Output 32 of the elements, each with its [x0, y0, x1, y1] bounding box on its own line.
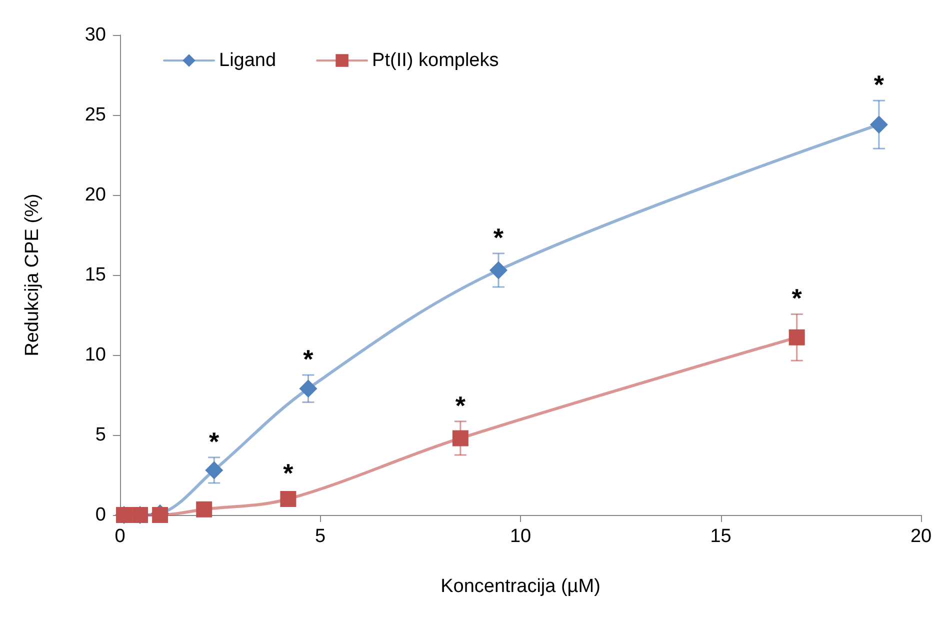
x-tick-label: 15 — [710, 526, 732, 547]
y-tick-label: 0 — [95, 504, 106, 526]
legend-label: Ligand — [219, 50, 276, 71]
y-tick-label: 15 — [84, 264, 106, 286]
point — [870, 116, 888, 134]
point — [452, 430, 468, 446]
point — [788, 329, 805, 346]
legend-label: Pt(II) kompleks — [372, 50, 499, 71]
annotation: * — [792, 283, 803, 314]
point — [152, 507, 168, 523]
y-axis-title: Redukcija CPE (%) — [22, 194, 43, 356]
point — [489, 261, 508, 280]
x-axis-title: Koncentracija (µM) — [440, 576, 600, 597]
annotation: * — [874, 70, 885, 100]
point — [196, 501, 212, 518]
y-tick-label: 30 — [84, 24, 106, 46]
y-tick-label: 5 — [95, 424, 106, 446]
annotation: * — [303, 344, 314, 374]
point — [280, 491, 296, 507]
point — [205, 461, 224, 480]
x-tick-label: 20 — [910, 526, 932, 547]
y-tick-label: 20 — [84, 184, 106, 206]
annotation: * — [455, 390, 466, 420]
y-tick-label: 10 — [84, 344, 106, 366]
x-tick-label: 10 — [510, 526, 532, 547]
x-tick-label: 0 — [114, 526, 126, 547]
point — [299, 380, 318, 398]
annotation: * — [283, 458, 294, 488]
x-tick-label: 5 — [314, 526, 326, 547]
y-tick-label: 25 — [84, 104, 106, 126]
annotation: * — [209, 426, 220, 456]
annotation: * — [493, 222, 504, 252]
